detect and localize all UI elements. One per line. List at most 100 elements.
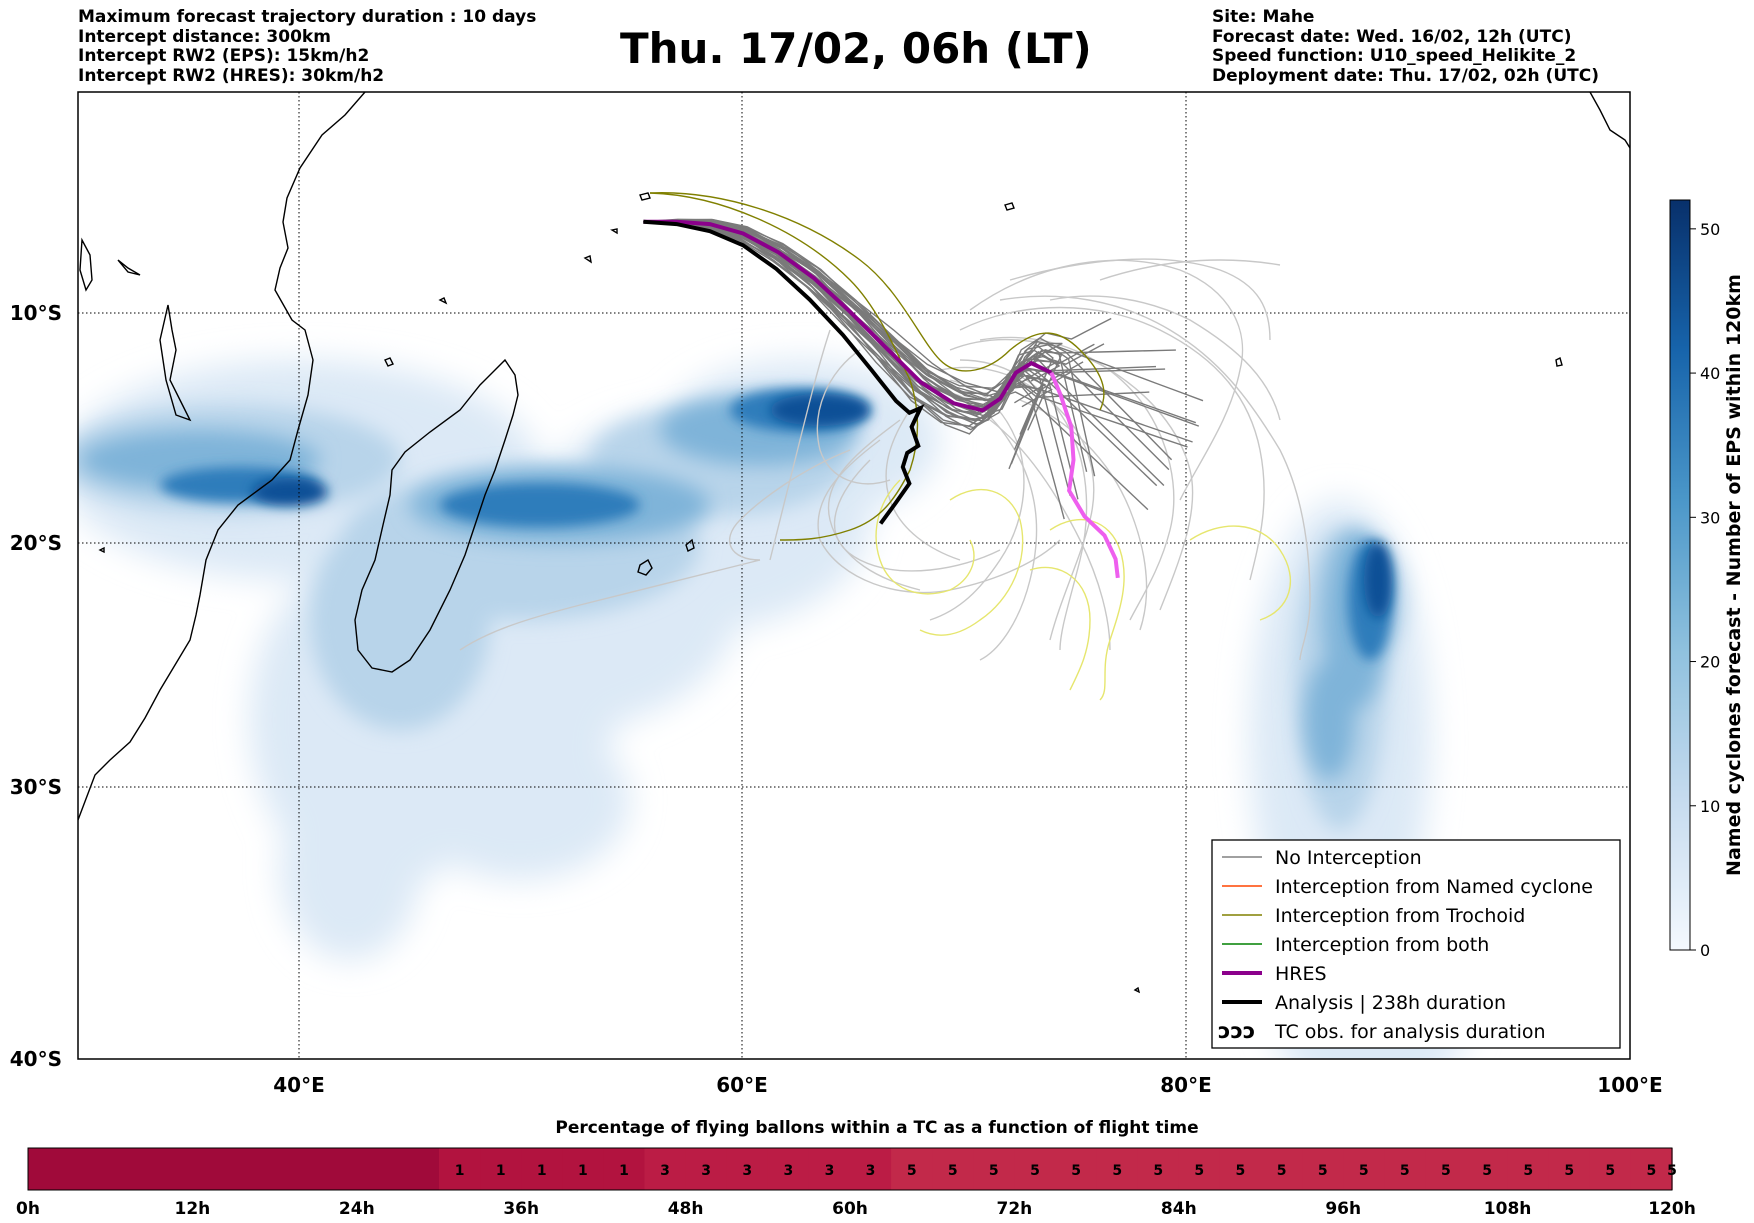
timeline-cell-value: 3 bbox=[660, 1163, 670, 1179]
africa-coast bbox=[78, 92, 366, 821]
timeline-cell bbox=[69, 1148, 111, 1190]
timeline-cell-value: 5 bbox=[989, 1163, 999, 1179]
timeline-cell bbox=[850, 1148, 892, 1190]
header-right: Site: Mahe Forecast date: Wed. 16/02, 12… bbox=[1212, 7, 1599, 86]
eps-trajectory bbox=[1009, 258, 1271, 341]
timeline-cell bbox=[28, 1148, 70, 1190]
timeline-cell bbox=[1589, 1148, 1632, 1190]
header-right-line: Deployment date: Thu. 17/02, 02h (UTC) bbox=[1212, 65, 1599, 86]
timeline-cell bbox=[603, 1148, 646, 1190]
eps-trajectory bbox=[1029, 566, 1091, 691]
eps-trajectory bbox=[919, 489, 1024, 636]
colorbar: 0 10 20 30 40 50 Named cyclones forecast - Nu… bbox=[1669, 199, 1745, 960]
timeline-cell-value: 5 bbox=[1112, 1163, 1122, 1179]
timeline-cell-value: 5 bbox=[1153, 1163, 1163, 1179]
timeline-cell bbox=[1219, 1148, 1262, 1190]
tc-obs-marker: ↄ bbox=[1483, 443, 1498, 473]
legend-label: Analysis | 238h duration bbox=[1275, 992, 1506, 1014]
late-eps-trajectories bbox=[459, 258, 1311, 661]
timeline-hour-label: 60h bbox=[832, 1199, 868, 1219]
timeline-hour-label: 96h bbox=[1325, 1199, 1361, 1219]
timeline-cell bbox=[685, 1148, 728, 1190]
timeline-cell bbox=[480, 1148, 522, 1190]
colorbar-gradient bbox=[1669, 199, 1691, 951]
eps-trajectory bbox=[643, 221, 1044, 465]
eps-trajectory bbox=[999, 295, 1311, 661]
timeline-cell-value: 5 bbox=[1030, 1163, 1040, 1179]
timeline-cell-value: 5 bbox=[1318, 1163, 1328, 1179]
colorbar-tick-label: 20 bbox=[1700, 653, 1720, 672]
eps-trajectory bbox=[817, 439, 1061, 594]
timeline-cell bbox=[1425, 1148, 1468, 1190]
timeline-cell-value: 5 bbox=[1441, 1163, 1451, 1179]
lon-tick-label: 60°E bbox=[716, 1073, 768, 1097]
timeline-cell bbox=[644, 1148, 687, 1190]
timeline-cell bbox=[1384, 1148, 1426, 1190]
timeline-cell bbox=[1507, 1148, 1550, 1190]
timeline-cell-value: 1 bbox=[619, 1163, 629, 1179]
timeline-cell bbox=[726, 1148, 769, 1190]
hres-trajectory-tail bbox=[1049, 371, 1120, 579]
timeline-cell bbox=[1055, 1148, 1098, 1190]
analysis-trajectory bbox=[643, 219, 925, 525]
eps-trajectory bbox=[989, 419, 1111, 651]
timeline-cell bbox=[397, 1148, 440, 1190]
header-right-line: Forecast date: Wed. 16/02, 12h (UTC) bbox=[1212, 26, 1572, 47]
colorbar-tick-label: 0 bbox=[1700, 941, 1710, 960]
eps-trajectory bbox=[1049, 295, 1281, 421]
timeline-cell bbox=[1630, 1148, 1673, 1190]
eps-trajectory bbox=[643, 220, 1105, 395]
eps-trajectory bbox=[459, 559, 761, 651]
timeline-cell-value: 3 bbox=[701, 1163, 711, 1179]
timeline-cell bbox=[521, 1148, 563, 1190]
timeline-cell-value: 5 bbox=[1277, 1163, 1287, 1179]
timeline-cell-value: 5 bbox=[1605, 1163, 1615, 1179]
timeline-cell bbox=[808, 1148, 851, 1190]
timeline-title: Percentage of flying ballons within a TC… bbox=[555, 1118, 1198, 1138]
mozambique-channel-islands bbox=[79, 237, 192, 422]
header-left-line: Maximum forecast trajectory duration : 1… bbox=[78, 7, 537, 27]
eps-trajectory bbox=[728, 449, 851, 561]
timeline-cell-value: 1 bbox=[537, 1163, 547, 1179]
eps-trajectory-trochoid bbox=[649, 192, 1105, 411]
timeline-cell-value: 1 bbox=[496, 1163, 506, 1179]
timeline-hour-label: 48h bbox=[668, 1199, 704, 1219]
eps-trajectory bbox=[959, 306, 1265, 581]
timeline-cell-value: 5 bbox=[1400, 1163, 1410, 1179]
header-right-line: Speed function: U10_speed_Helikite_2 bbox=[1212, 46, 1577, 66]
timeline-cell-value: 5 bbox=[1359, 1163, 1369, 1179]
timeline-cell-value: 5 bbox=[907, 1163, 917, 1179]
timeline-hour-label: 120h bbox=[1648, 1199, 1696, 1219]
eps-trajectory bbox=[1099, 259, 1281, 281]
map-frame bbox=[77, 91, 1631, 1060]
timeline-cell bbox=[891, 1148, 933, 1190]
header-left: Maximum forecast trajectory duration : 1… bbox=[78, 7, 537, 86]
colorbar-label: Named cyclones forecast - Number of EPS … bbox=[1723, 274, 1745, 876]
timeline-cell bbox=[1466, 1148, 1509, 1190]
timeline-cell bbox=[315, 1148, 358, 1190]
timeline-frame bbox=[27, 1147, 1673, 1191]
lat-tick-label: 20°S bbox=[10, 531, 62, 555]
hres-trajectory bbox=[643, 219, 1053, 413]
timeline-cell-value: 5 bbox=[1482, 1163, 1492, 1179]
timeline-cell bbox=[439, 1148, 481, 1190]
lat-tick-label: 30°S bbox=[10, 775, 62, 799]
timeline-cell-value: 5 bbox=[1194, 1163, 1204, 1179]
header-left-line: Intercept RW2 (HRES): 30km/h2 bbox=[78, 65, 385, 86]
timeline-cell bbox=[151, 1148, 193, 1190]
timeline-cell bbox=[973, 1148, 1015, 1190]
eps-trajectory bbox=[1019, 399, 1148, 631]
timeline-cell-value: 3 bbox=[825, 1163, 835, 1179]
timeline-cell bbox=[932, 1148, 974, 1190]
timeline-cell bbox=[562, 1148, 604, 1190]
timeline-cell bbox=[1343, 1148, 1385, 1190]
figure-title: Thu. 17/02, 06h (LT) bbox=[620, 24, 1092, 73]
timeline-hour-label: 108h bbox=[1484, 1199, 1532, 1219]
legend-label: Interception from both bbox=[1275, 934, 1489, 956]
timeline-hour-label: 72h bbox=[997, 1199, 1033, 1219]
timeline-hour-label: 84h bbox=[1161, 1199, 1197, 1219]
timeline-hour-label: 24h bbox=[339, 1199, 375, 1219]
header-right-line: Site: Mahe bbox=[1212, 7, 1315, 27]
